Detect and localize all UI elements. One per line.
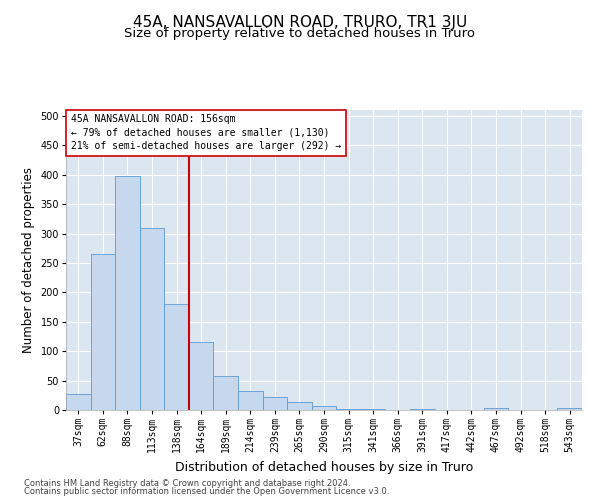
Bar <box>91 254 115 410</box>
Text: Contains HM Land Registry data © Crown copyright and database right 2024.: Contains HM Land Registry data © Crown c… <box>24 478 350 488</box>
Y-axis label: Number of detached properties: Number of detached properties <box>22 167 35 353</box>
Bar <box>557 408 582 410</box>
Bar <box>164 304 189 410</box>
Text: Contains public sector information licensed under the Open Government Licence v3: Contains public sector information licen… <box>24 487 389 496</box>
Bar <box>189 342 214 410</box>
Text: Size of property relative to detached houses in Truro: Size of property relative to detached ho… <box>125 28 476 40</box>
X-axis label: Distribution of detached houses by size in Truro: Distribution of detached houses by size … <box>175 460 473 473</box>
Bar <box>336 409 361 410</box>
Bar <box>214 376 238 410</box>
Bar <box>312 406 336 410</box>
Bar <box>66 394 91 410</box>
Bar <box>263 397 287 410</box>
Bar <box>140 228 164 410</box>
Bar <box>287 402 312 410</box>
Bar <box>484 408 508 410</box>
Text: 45A NANSAVALLON ROAD: 156sqm
← 79% of detached houses are smaller (1,130)
21% of: 45A NANSAVALLON ROAD: 156sqm ← 79% of de… <box>71 114 341 151</box>
Bar <box>238 391 263 410</box>
Text: 45A, NANSAVALLON ROAD, TRURO, TR1 3JU: 45A, NANSAVALLON ROAD, TRURO, TR1 3JU <box>133 15 467 30</box>
Bar <box>115 176 140 410</box>
